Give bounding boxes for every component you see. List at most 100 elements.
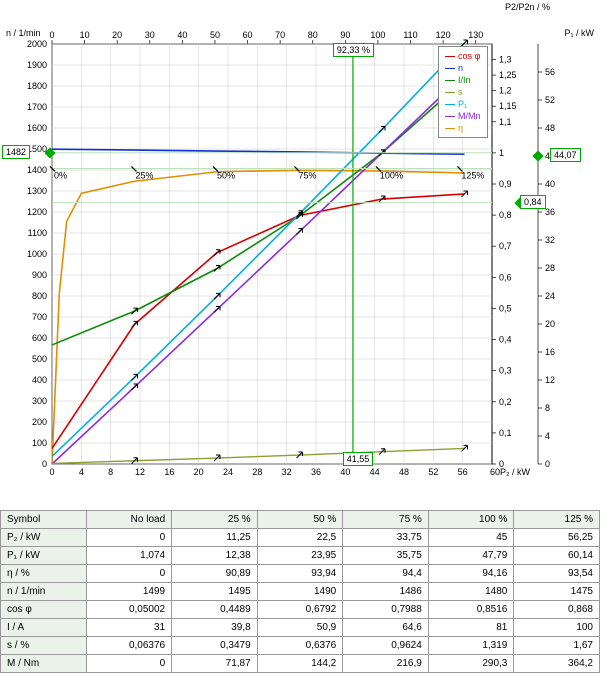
svg-text:0: 0 bbox=[499, 459, 504, 469]
svg-text:75%: 75% bbox=[298, 170, 316, 180]
legend-item-P1: P₁ bbox=[445, 98, 481, 110]
svg-text:600: 600 bbox=[32, 333, 47, 343]
svg-text:25%: 25% bbox=[135, 170, 153, 180]
cell: 56,25 bbox=[514, 529, 600, 547]
svg-text:60: 60 bbox=[243, 30, 253, 40]
svg-text:50: 50 bbox=[210, 30, 220, 40]
svg-text:0,5: 0,5 bbox=[499, 303, 512, 313]
marker-top-pct: 92,33 % bbox=[333, 43, 374, 57]
cell: 1495 bbox=[172, 583, 258, 601]
svg-text:1,15: 1,15 bbox=[499, 101, 517, 111]
legend-item-I_In: I/In bbox=[445, 74, 481, 86]
svg-text:1100: 1100 bbox=[28, 228, 47, 238]
svg-text:1300: 1300 bbox=[27, 186, 47, 196]
svg-text:12: 12 bbox=[545, 375, 555, 385]
svg-text:1900: 1900 bbox=[27, 60, 47, 70]
svg-text:0: 0 bbox=[49, 30, 54, 40]
svg-text:110: 110 bbox=[403, 30, 417, 40]
col-header: 100 % bbox=[428, 511, 514, 529]
cell: 60,14 bbox=[514, 547, 600, 565]
cell: 0,7988 bbox=[343, 601, 429, 619]
svg-text:40: 40 bbox=[545, 179, 555, 189]
legend-swatch bbox=[445, 128, 455, 129]
cell: 50,9 bbox=[257, 619, 343, 637]
cell: 93,54 bbox=[514, 565, 600, 583]
svg-text:700: 700 bbox=[32, 312, 47, 322]
svg-text:48: 48 bbox=[545, 123, 555, 133]
col-header: 50 % bbox=[257, 511, 343, 529]
svg-text:100: 100 bbox=[32, 438, 47, 448]
svg-text:8: 8 bbox=[108, 467, 113, 477]
cell: 22,5 bbox=[257, 529, 343, 547]
svg-text:4: 4 bbox=[545, 431, 550, 441]
svg-text:8: 8 bbox=[545, 403, 550, 413]
cell: 11,25 bbox=[172, 529, 258, 547]
svg-text:60P₂ / kW: 60P₂ / kW bbox=[490, 467, 531, 477]
cell: 1,67 bbox=[514, 637, 600, 655]
cell: 39,8 bbox=[172, 619, 258, 637]
svg-text:1,25: 1,25 bbox=[499, 70, 517, 80]
row-label: P₂ / kW bbox=[1, 529, 87, 547]
svg-text:1,1: 1,1 bbox=[499, 117, 512, 127]
svg-text:52: 52 bbox=[545, 95, 555, 105]
table-row: M / Nm071,87144,2216,9290,3364,2 bbox=[1, 655, 600, 673]
cell: 290,3 bbox=[428, 655, 514, 673]
cell: 93,94 bbox=[257, 565, 343, 583]
marker-right-unit: 0,84 bbox=[520, 195, 546, 209]
legend-swatch bbox=[445, 80, 455, 81]
cell: 0,6376 bbox=[257, 637, 343, 655]
legend-item-cos_phi: cos φ bbox=[445, 50, 481, 62]
legend-swatch bbox=[445, 116, 455, 117]
col-header: Symbol bbox=[1, 511, 87, 529]
legend-label: s bbox=[458, 87, 463, 97]
legend-label: M/Mn bbox=[458, 111, 481, 121]
cell: 0 bbox=[86, 529, 172, 547]
svg-text:125%: 125% bbox=[461, 170, 484, 180]
svg-text:48: 48 bbox=[399, 467, 409, 477]
svg-text:36: 36 bbox=[311, 467, 321, 477]
chart-svg: 04812162024283236404448525660P₂ / kW0102… bbox=[0, 0, 600, 510]
svg-text:130: 130 bbox=[468, 30, 483, 40]
row-label: s / % bbox=[1, 637, 87, 655]
svg-text:52: 52 bbox=[428, 467, 438, 477]
svg-text:2000: 2000 bbox=[27, 39, 47, 49]
table-row: η / %090,8993,9494,494,1693,54 bbox=[1, 565, 600, 583]
svg-text:120: 120 bbox=[436, 30, 451, 40]
axis-label-right2: P₁ / kW bbox=[564, 28, 594, 38]
svg-text:40: 40 bbox=[177, 30, 187, 40]
legend-label: n bbox=[458, 63, 463, 73]
legend-label: P₁ bbox=[458, 99, 467, 109]
svg-text:32: 32 bbox=[282, 467, 292, 477]
cell: 33,75 bbox=[343, 529, 429, 547]
svg-text:28: 28 bbox=[252, 467, 262, 477]
svg-text:1600: 1600 bbox=[27, 123, 47, 133]
legend-swatch bbox=[445, 92, 455, 93]
legend-item-s: s bbox=[445, 86, 481, 98]
svg-text:500: 500 bbox=[32, 354, 47, 364]
cell: 64,6 bbox=[343, 619, 429, 637]
svg-text:20: 20 bbox=[194, 467, 204, 477]
table-header-row: SymbolNo load25 %50 %75 %100 %125 % bbox=[1, 511, 600, 529]
cell: 1486 bbox=[343, 583, 429, 601]
cell: 31 bbox=[86, 619, 172, 637]
legend-swatch bbox=[445, 104, 455, 105]
cell: 0,9624 bbox=[343, 637, 429, 655]
svg-text:10: 10 bbox=[80, 30, 90, 40]
row-label: I / A bbox=[1, 619, 87, 637]
legend-label: cos φ bbox=[458, 51, 480, 61]
svg-text:0,1: 0,1 bbox=[499, 428, 512, 438]
svg-text:12: 12 bbox=[135, 467, 145, 477]
cell: 23,95 bbox=[257, 547, 343, 565]
row-label: n / 1/min bbox=[1, 583, 87, 601]
svg-text:200: 200 bbox=[32, 417, 47, 427]
table-row: P₁ / kW1,07412,3823,9535,7547,7960,14 bbox=[1, 547, 600, 565]
svg-text:44: 44 bbox=[370, 467, 380, 477]
table-row: I / A3139,850,964,681100 bbox=[1, 619, 600, 637]
motor-data-table: SymbolNo load25 %50 %75 %100 %125 %P₂ / … bbox=[0, 510, 600, 673]
legend-swatch bbox=[445, 68, 455, 69]
svg-text:1700: 1700 bbox=[27, 102, 47, 112]
svg-text:1000: 1000 bbox=[27, 249, 47, 259]
cell: 0 bbox=[86, 565, 172, 583]
legend-label: I/In bbox=[458, 75, 471, 85]
row-label: P₁ / kW bbox=[1, 547, 87, 565]
